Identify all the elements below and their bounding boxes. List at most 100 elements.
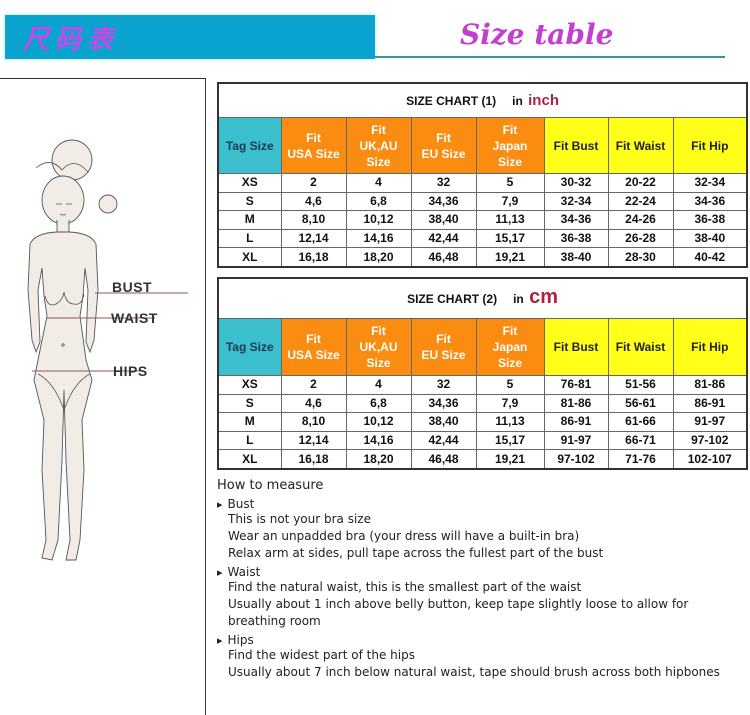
table-cell: 97-102 [543,449,609,470]
table-cell: 32 [410,375,477,395]
table-cell: 15,17 [475,430,545,451]
column-header: Fit Waist [607,117,674,174]
column-header: Fit USA Size [280,318,347,376]
table-cell: 46,48 [410,247,477,268]
unit-label: inch [528,91,559,109]
table-row: L 12,14 14,16 42,44 15,17 91-97 66-71 97-102 [217,430,748,451]
table-row: M 8,10 10,12 38,40 11,13 86-91 61-66 91-97 [217,412,748,432]
column-header: Fit Bust [543,117,609,174]
table-cell: 36-38 [672,210,748,230]
instruction-line: Find the widest part of the hips [228,648,415,662]
table-cell: 40-42 [672,247,748,268]
table-row: XL 16,18 18,20 46,48 19,21 38-40 28-30 40-42 [217,247,748,268]
column-header: Fit Bust [543,318,609,376]
tag-size-cell: XS [217,375,282,395]
table-cell: 4,6 [280,191,347,212]
table-cell: 56-61 [607,393,674,414]
table-cell: 8,10 [280,412,347,432]
table-cell: 30-32 [543,173,609,193]
table-cell: 10,12 [345,210,412,230]
column-header: Fit Japan Size [475,318,545,376]
waist-label: WAIST [111,310,158,326]
table-cell: 20-22 [607,173,674,193]
bust-label: BUST [112,279,153,295]
tag-size-cell: S [217,393,282,414]
tag-size-cell: XL [217,449,282,470]
instruction-line: Wear an unpadded bra (your dress will ha… [228,529,580,543]
body-figure-illustration [27,139,188,561]
table-cell: 18,20 [345,449,412,470]
table-cell: 32-34 [543,191,609,212]
instruction-line: Relax arm at sides, pull tape across the… [228,546,604,560]
table-cell: 19,21 [475,449,545,470]
table-row: XS 2 4 32 5 76-81 51-56 81-86 [217,375,748,395]
table-cell: 34,36 [410,191,477,212]
table-cell: 51-56 [607,375,674,395]
table-cell: 97-102 [672,430,748,451]
column-header: Fit EU Size [410,318,477,376]
table-cell: 6,8 [345,191,412,212]
table-cell: 38,40 [410,412,477,432]
table-cell: 11,13 [475,412,545,432]
column-header: Fit Waist [607,318,674,376]
table-cell: 16,18 [280,449,347,470]
table-cell: 38,40 [410,210,477,230]
table-cell: 15,17 [475,228,545,249]
table-cell: 14,16 [345,228,412,249]
instruction-line: This is not your bra size [228,512,371,526]
column-header: Fit Hip [672,117,748,174]
header-divider [375,56,725,58]
column-header: Fit Hip [672,318,748,376]
table-cell: 91-97 [672,412,748,432]
instruction-line: Usually about 7 inch below natural waist… [228,665,720,679]
column-header: Fit Japan Size [475,117,545,174]
chart-title-text: SIZE CHART (2) [407,292,498,306]
table-cell: 10,12 [345,412,412,432]
section-hips: Hips [217,633,750,647]
table-cell: 12,14 [280,228,347,249]
section-waist: Waist [217,565,750,579]
frame-divider [205,78,206,715]
table-cell: 18,20 [345,247,412,268]
table-cell: 71-76 [607,449,674,470]
table-cell: 4,6 [280,393,347,414]
table-row: S 4,6 6,8 34,36 7,9 32-34 22-24 34-36 [217,191,748,212]
table-cell: 4 [345,375,412,395]
column-header: Fit UK,AU Size [345,117,412,174]
frame-top-border [0,78,205,79]
unit-prefix: in [513,292,524,306]
table-cell: 36-38 [543,228,609,249]
hips-label: HIPS [113,363,148,379]
brand-text: 尺码表 [23,25,120,55]
how-to-heading: How to measure [217,478,324,493]
table-cell: 26-28 [607,228,674,249]
section-bust: Bust [217,497,750,511]
table-cell: 38-40 [672,228,748,249]
table-row: M 8,10 10,12 38,40 11,13 34-36 24-26 36-38 [217,210,748,230]
table-cell: 81-86 [543,393,609,414]
table-cell: 34-36 [543,210,609,230]
table-cell: 32 [410,173,477,193]
chart-title-text: SIZE CHART (1) [406,93,497,108]
table-cell: 2 [280,173,347,193]
instruction-line: Usually about 1 inch above belly button,… [228,597,689,628]
table-row: L 12,14 14,16 42,44 15,17 36-38 26-28 38-40 [217,228,748,249]
table-cell: 19,21 [475,247,545,268]
table-cell: 32-34 [672,173,748,193]
table-row: S 4,6 6,8 34,36 7,9 81-86 56-61 86-91 [217,393,748,414]
chart-title: SIZE CHART (1) in inch [217,82,748,118]
table-cell: 5 [475,173,545,193]
table-cell: 102-107 [672,449,748,470]
table-cell: 42,44 [410,228,477,249]
tag-size-cell: M [217,412,282,432]
tag-size-cell: L [217,430,282,451]
page-title: Size table [460,18,614,51]
table-cell: 86-91 [672,393,748,414]
table-cell: 4 [345,173,412,193]
column-header: Fit UK,AU Size [345,318,412,376]
table-cell: 12,14 [280,430,347,451]
table-cell: 34-36 [672,191,748,212]
table-cell: 7,9 [475,191,545,212]
unit-prefix: in [512,93,523,108]
